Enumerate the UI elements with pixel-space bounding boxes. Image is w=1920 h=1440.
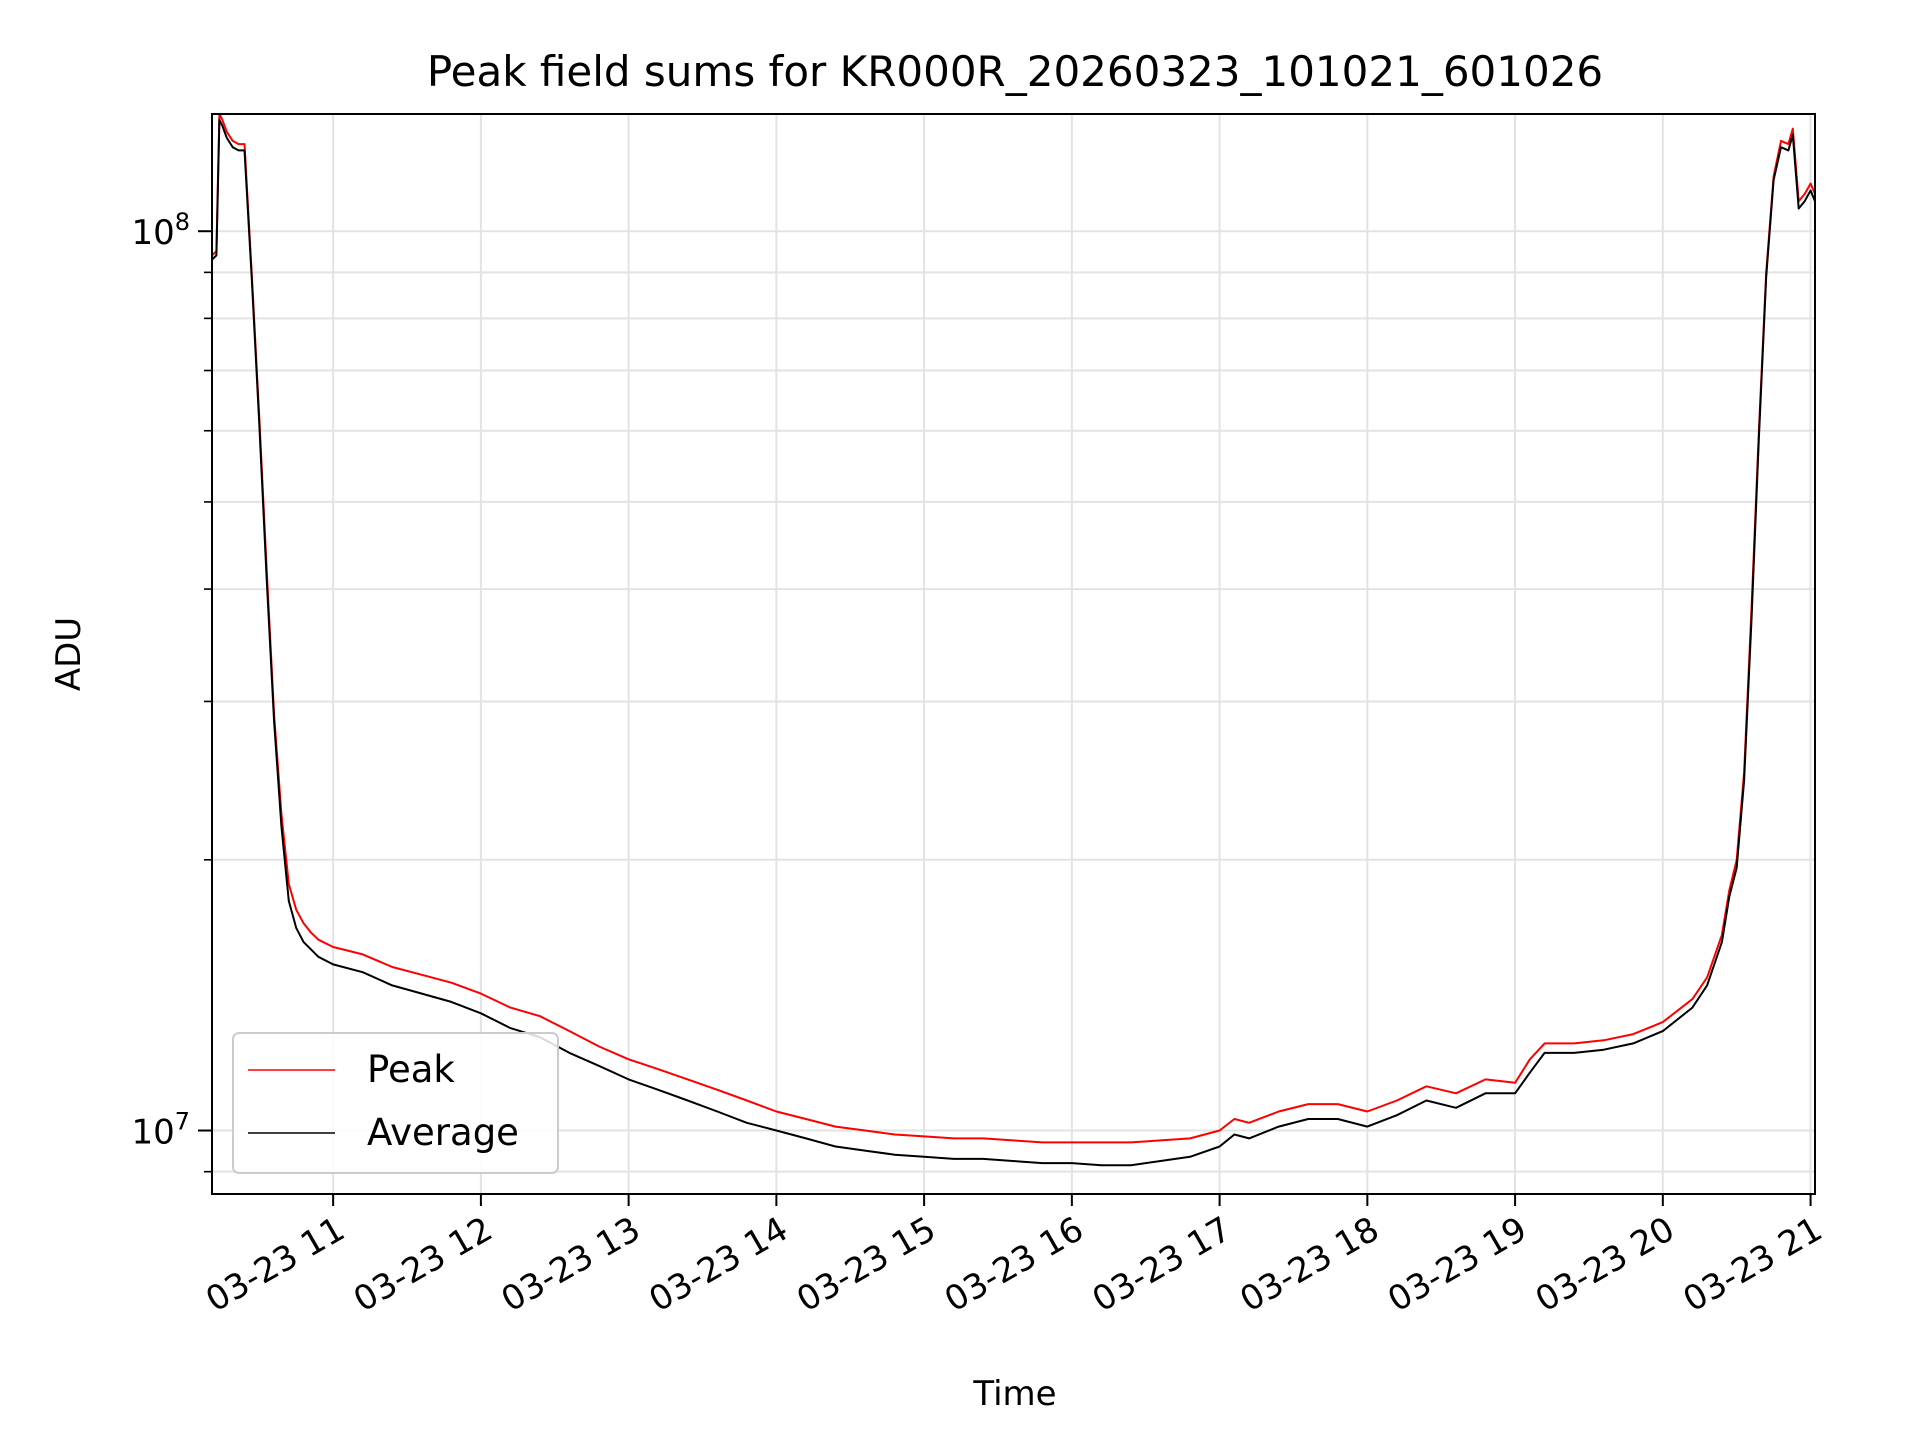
plot-frame (211, 113, 1816, 1195)
series-line-average (211, 118, 1816, 1167)
legend-box (232, 1032, 559, 1174)
legend-label-average: Average (367, 1111, 519, 1154)
series-line-peak (211, 113, 1816, 1144)
legend-label-peak: Peak (367, 1048, 455, 1091)
x-axis-label: Time (972, 1374, 1056, 1414)
y-axis-label: ADU (49, 617, 89, 691)
series-group (211, 113, 1816, 1167)
y-axis: 107 108 (131, 208, 212, 1173)
y-tick-label: 108 (131, 208, 190, 253)
legend: Peak Average (232, 1032, 559, 1174)
chart-title: Peak field sums for KR000R_20260323_1010… (427, 47, 1603, 96)
grid (212, 114, 1815, 1194)
y-tick-label: 107 (131, 1108, 190, 1153)
